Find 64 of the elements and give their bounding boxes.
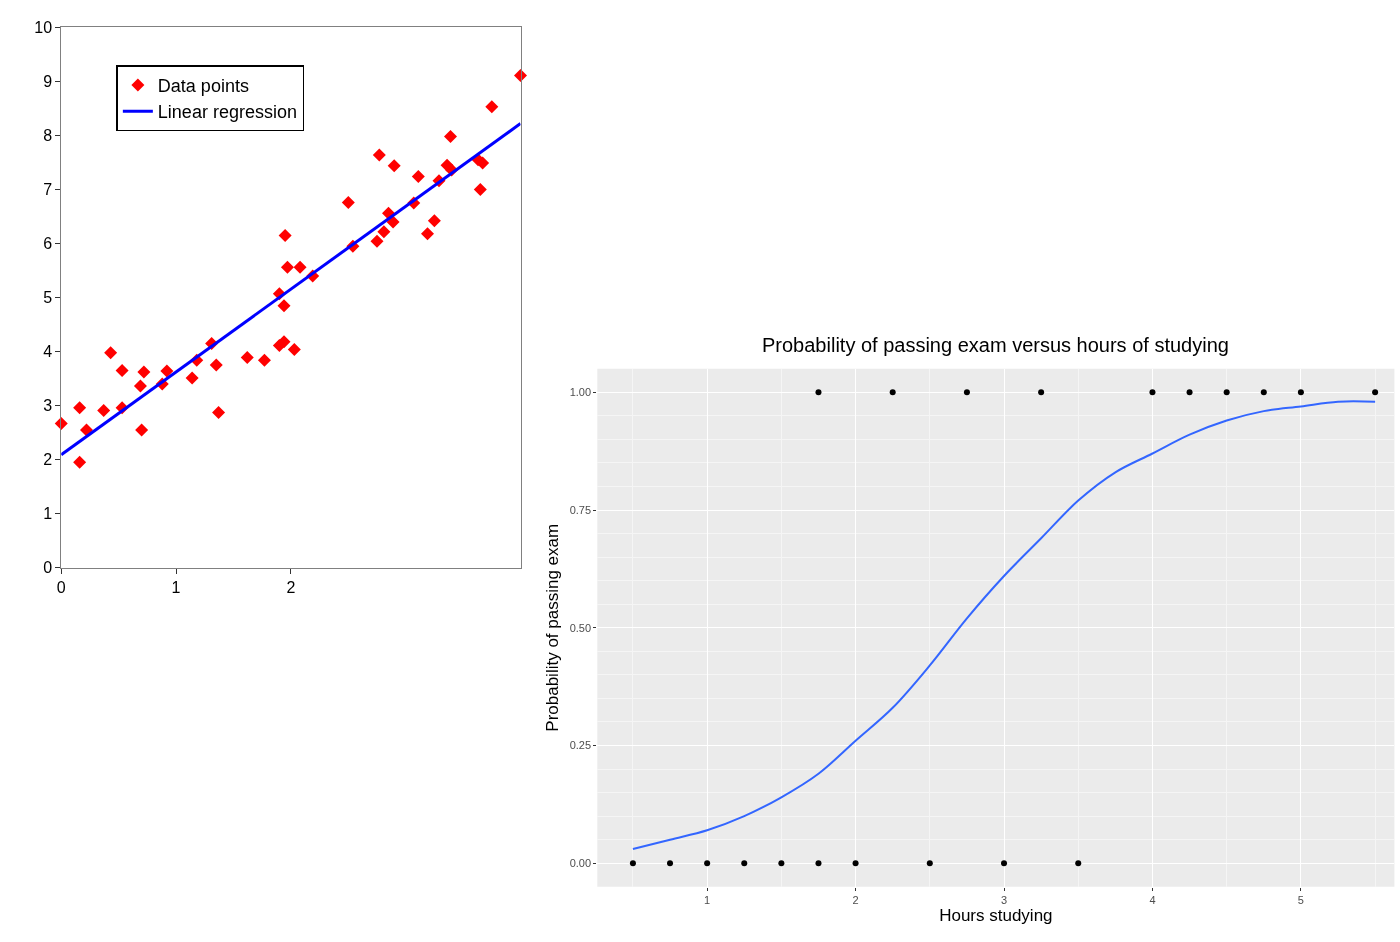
point [277,299,291,313]
point [372,148,386,162]
point [485,100,499,114]
point [240,350,254,364]
point [377,225,391,239]
y-tick-label: 2 [43,451,53,469]
line-series [631,400,1377,851]
point [287,342,301,356]
x-tick-label: 2 [852,893,859,906]
x-axis-title: Hours studying [939,906,1053,926]
point [135,423,149,437]
point [341,195,355,209]
point [97,403,111,417]
y-tick-label: 1.00 [569,386,592,399]
point [257,353,271,367]
point [137,365,151,379]
point [443,130,457,144]
point [160,364,174,378]
point [280,260,294,274]
point [80,423,93,437]
point [133,379,147,393]
x-tick-label: 3 [1000,893,1008,906]
chart-title: Probability of passing exam versus hours of studying [762,334,1229,356]
point [293,260,307,274]
y-tick-label: 10 [34,19,53,37]
y-tick-label: 7 [43,181,53,199]
point [212,406,226,420]
point [73,455,87,469]
point [386,215,400,229]
y-tick-label: 1 [43,505,53,523]
x-tick-label: 4 [1149,893,1156,906]
x-tick-label: 2 [286,578,296,596]
point [185,371,199,385]
y-axis-title: Probability of passing exam [543,523,563,732]
y-tick-label: 9 [43,73,53,91]
y-tick-label: 3 [43,397,53,415]
legend-label: Data points [157,75,249,96]
point [115,363,129,377]
y-tick-label: 0.25 [569,739,592,752]
y-tick-label: 0.75 [569,503,592,516]
x-tick-label: 0 [56,578,66,596]
point [278,228,292,242]
x-tick-label: 5 [1297,893,1304,906]
y-tick-label: 0 [43,559,53,577]
point [387,159,401,173]
point [421,227,435,241]
y-tick-label: 8 [43,127,53,145]
point [427,214,441,228]
x-tick-label: 1 [704,893,711,906]
point [209,358,223,372]
legend-label: Linear regression [157,102,297,123]
point [370,234,384,248]
point [104,346,118,360]
point [73,401,87,415]
point [411,170,425,184]
y-tick-label: 0.50 [569,621,592,634]
point [476,156,490,170]
y-tick-label: 5 [43,289,53,307]
y-tick-label: 6 [43,235,53,253]
y-tick-label: 4 [43,343,53,361]
point [473,182,487,196]
point [277,335,291,349]
x-tick-label: 1 [171,578,181,596]
y-tick-label: 0.00 [569,857,592,870]
